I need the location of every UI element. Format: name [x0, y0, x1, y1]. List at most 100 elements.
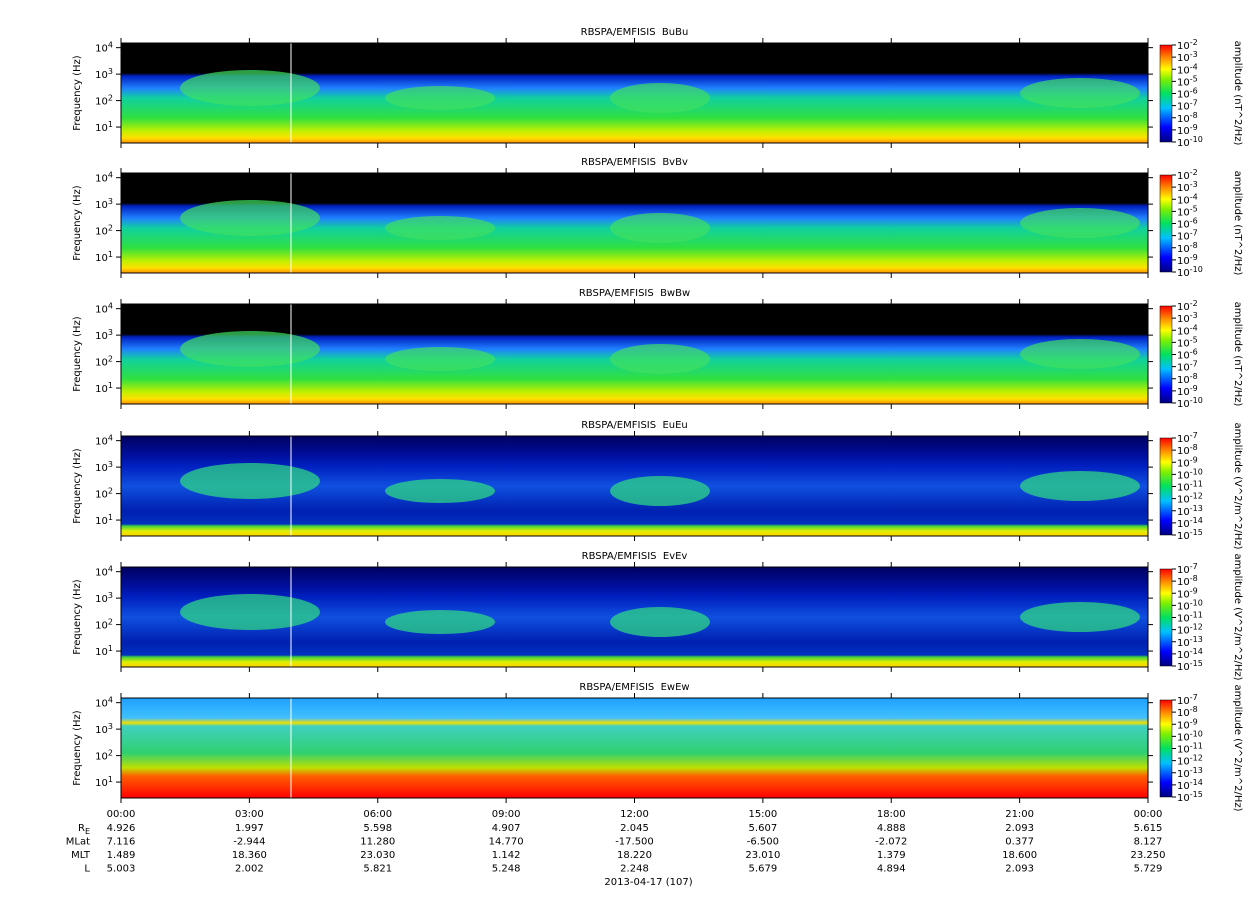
y-tick-label: 101 [95, 513, 113, 528]
ephemeris-value: 18.360 [232, 850, 267, 861]
y-tick-label: 104 [95, 433, 113, 448]
y-axis-label: Frequency (Hz) [72, 710, 83, 786]
y-tick-label: 104 [95, 40, 113, 55]
colorbar [1159, 699, 1173, 798]
y-tick-label: 101 [95, 250, 113, 265]
spectral-feature [1020, 602, 1140, 632]
spectral-feature [1020, 339, 1140, 369]
colorbar [1159, 568, 1173, 667]
spectral-feature [180, 331, 320, 367]
ephemeris-value: 11.280 [360, 837, 395, 848]
x-tick-label: 06:00 [363, 809, 392, 820]
ephemeris-value: 14.770 [489, 837, 524, 848]
panel-title: RBSPA/EMFISIS EuEu [581, 420, 688, 431]
spectral-feature [180, 70, 320, 106]
colorbar [1159, 305, 1173, 404]
ephemeris-value: -2.072 [875, 837, 907, 848]
y-tick-label: 103 [95, 722, 113, 737]
spectral-feature [180, 463, 320, 499]
colorbar-label: amplitude (V^2/m^2/Hz) [1232, 684, 1243, 811]
x-tick-label: 00:00 [107, 809, 136, 820]
x-tick-label: 09:00 [492, 809, 521, 820]
y-axis-label: Frequency (Hz) [72, 185, 83, 261]
spectral-feature [610, 607, 710, 637]
ephemeris-value: 4.907 [492, 823, 521, 834]
panel-title: RBSPA/EMFISIS BwBw [579, 288, 690, 299]
y-tick-label: 104 [95, 170, 113, 185]
ephemeris-value: 2.002 [235, 864, 264, 875]
y-tick-label: 104 [95, 695, 113, 710]
ephemeris-value: 5.615 [1134, 823, 1163, 834]
ephemeris-value: 2.093 [1005, 823, 1034, 834]
ephemeris-value: 4.894 [877, 864, 906, 875]
spectral-feature [610, 213, 710, 243]
panel-title: RBSPA/EMFISIS BuBu [581, 27, 689, 38]
colorbar [1159, 174, 1173, 273]
ephemeris-value: 5.729 [1134, 864, 1163, 875]
y-axis-label: Frequency (Hz) [72, 579, 83, 655]
spectral-feature [385, 216, 495, 240]
ephemeris-value: 5.679 [749, 864, 778, 875]
ephemeris-value: 5.003 [107, 864, 136, 875]
spectrogram [121, 698, 1148, 798]
x-tick-label: 03:00 [235, 809, 264, 820]
x-tick-label: 21:00 [1005, 809, 1034, 820]
date-label: 2013-04-17 (107) [604, 877, 692, 888]
colorbar-label: amplitude (V^2/m^2/Hz) [1232, 422, 1243, 549]
colorbar-label: amplitude (nT^2/Hz) [1232, 302, 1243, 407]
y-tick-label: 102 [95, 223, 113, 238]
ephemeris-row-label: MLat [66, 837, 90, 848]
ephemeris-value: 0.377 [1005, 837, 1034, 848]
ephemeris-value: 4.888 [877, 823, 906, 834]
ephemeris-value: 23.030 [360, 850, 395, 861]
y-tick-label: 102 [95, 486, 113, 501]
x-tick-label: 00:00 [1134, 809, 1163, 820]
ephemeris-value: 18.220 [617, 850, 652, 861]
ephemeris-value: 18.600 [1002, 850, 1037, 861]
ephemeris-value: 5.248 [492, 864, 521, 875]
y-tick-label: 103 [95, 67, 113, 82]
x-tick-label: 18:00 [877, 809, 906, 820]
panel-title: RBSPA/EMFISIS EvEv [582, 551, 688, 562]
spectral-feature [1020, 471, 1140, 501]
y-tick-label: 102 [95, 354, 113, 369]
y-tick-label: 103 [95, 591, 113, 606]
y-tick-label: 103 [95, 197, 113, 212]
y-axis-label: Frequency (Hz) [72, 448, 83, 524]
y-tick-label: 103 [95, 328, 113, 343]
y-tick-label: 102 [95, 748, 113, 763]
y-tick-label: 102 [95, 617, 113, 632]
ephemeris-value: 4.926 [107, 823, 136, 834]
ephemeris-value: 7.116 [107, 837, 136, 848]
ephemeris-value: 5.598 [363, 823, 392, 834]
spectral-feature [180, 594, 320, 630]
ephemeris-row-label: RE [78, 823, 90, 836]
y-axis-label: Frequency (Hz) [72, 316, 83, 392]
colorbar-label: amplitude (nT^2/Hz) [1232, 41, 1243, 146]
colorbar-label: amplitude (nT^2/Hz) [1232, 171, 1243, 276]
x-tick-label: 12:00 [620, 809, 649, 820]
ephemeris-row-label: MLT [71, 850, 91, 861]
ephemeris-value: 2.093 [1005, 864, 1034, 875]
spectral-feature [385, 86, 495, 110]
ephemeris-value: 1.379 [877, 850, 906, 861]
ephemeris-value: -2.944 [233, 837, 265, 848]
spectral-feature [610, 344, 710, 374]
y-tick-label: 101 [95, 381, 113, 396]
ephemeris-value: 1.489 [107, 850, 136, 861]
spectral-feature [1020, 208, 1140, 238]
y-tick-label: 101 [95, 775, 113, 790]
ephemeris-value: 1.142 [492, 850, 521, 861]
colorbar [1159, 44, 1173, 143]
spectral-feature [385, 347, 495, 371]
y-tick-label: 101 [95, 644, 113, 659]
ephemeris-value: 2.248 [620, 864, 649, 875]
colorbar-label: amplitude (V^2/m^2/Hz) [1232, 553, 1243, 680]
ephemeris-value: 2.045 [620, 823, 649, 834]
spectral-feature [180, 200, 320, 236]
spectral-feature [385, 479, 495, 503]
ephemeris-value: 8.127 [1134, 837, 1163, 848]
spectral-feature [610, 83, 710, 113]
ephemeris-row-label: L [84, 864, 90, 875]
y-tick-label: 101 [95, 120, 113, 135]
